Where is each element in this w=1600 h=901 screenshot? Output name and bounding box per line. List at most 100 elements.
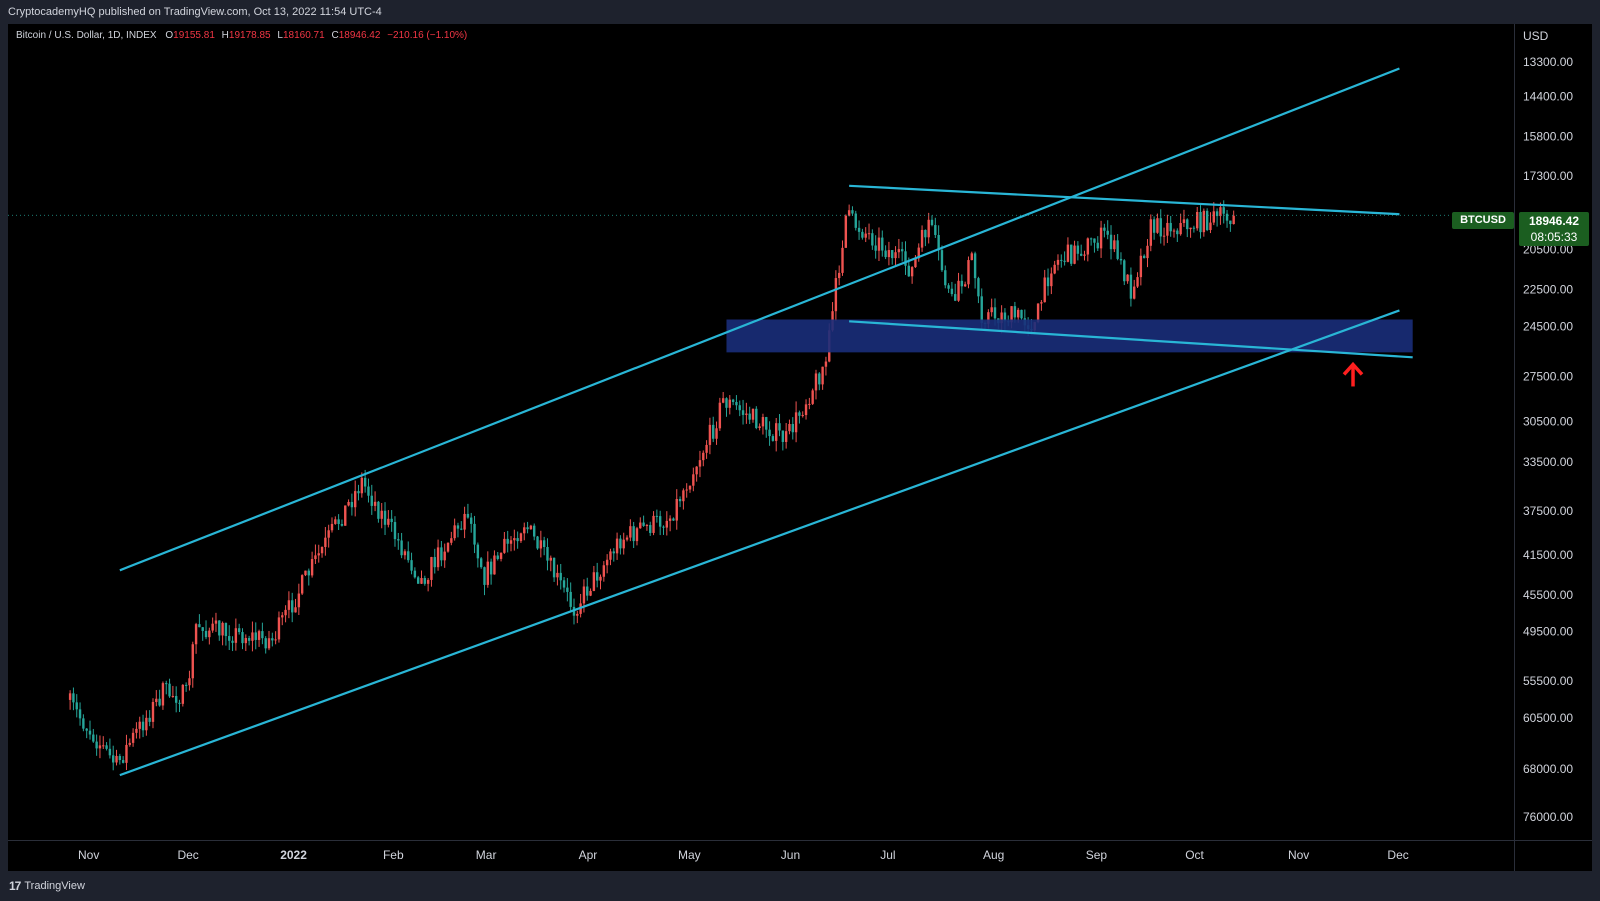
price-tick-label: 41500.00 — [1523, 548, 1573, 562]
candle — [281, 612, 284, 626]
candle — [201, 626, 204, 641]
candle — [546, 538, 549, 571]
high-label: H — [221, 30, 229, 41]
candle — [715, 421, 718, 445]
candle — [887, 241, 891, 266]
candle — [251, 621, 254, 652]
candle — [910, 266, 914, 284]
candle — [340, 519, 344, 527]
candle — [924, 229, 927, 247]
trend-line-range-bottom[interactable] — [849, 320, 1413, 359]
candle — [725, 397, 728, 417]
candle — [1232, 210, 1235, 225]
close-label: C — [331, 30, 339, 41]
candle — [861, 228, 864, 240]
price-tick-label: 24500.00 — [1523, 320, 1573, 334]
trend-line-channel-lower[interactable] — [119, 309, 1400, 777]
candle — [635, 526, 639, 546]
candle — [198, 614, 201, 628]
candle — [788, 419, 791, 435]
currency-label[interactable]: USD — [1523, 29, 1549, 43]
candle — [758, 423, 761, 431]
candle — [867, 223, 871, 240]
candle — [1176, 228, 1179, 242]
candle — [92, 728, 95, 743]
publisher-text: CryptocademyHQ published on TradingView.… — [8, 6, 382, 18]
candle — [158, 689, 161, 707]
candle — [357, 484, 360, 501]
candle — [874, 235, 877, 259]
candle — [579, 593, 582, 618]
price-tick-label: 76000.00 — [1523, 810, 1573, 824]
trend-line-channel-upper[interactable] — [119, 67, 1400, 572]
candle — [1099, 220, 1103, 258]
candle — [960, 274, 964, 294]
candle — [188, 670, 191, 691]
candle — [1172, 228, 1176, 238]
candle — [360, 472, 364, 498]
time-tick-label: Oct — [1185, 848, 1204, 862]
candle — [105, 742, 108, 751]
candle — [904, 241, 907, 275]
candle — [973, 251, 977, 289]
price-tick-label: 68000.00 — [1523, 762, 1573, 776]
candle — [629, 519, 632, 542]
candle — [1050, 267, 1053, 295]
candle — [231, 636, 234, 652]
price-tick-label: 27500.00 — [1523, 370, 1573, 384]
candle — [1079, 244, 1083, 257]
candle — [271, 632, 274, 647]
candle — [483, 566, 486, 596]
candle — [894, 246, 897, 267]
candle — [473, 515, 476, 554]
candle — [712, 416, 715, 443]
candle — [718, 397, 722, 431]
candle — [1146, 239, 1149, 268]
chart-area[interactable] — [8, 24, 1592, 871]
candle — [957, 272, 960, 302]
candle — [344, 505, 347, 526]
change-value: −210.16 (−1.10%) — [387, 30, 468, 41]
candle — [642, 515, 645, 527]
candle — [934, 217, 937, 239]
open-value: 19155.81 — [173, 30, 215, 41]
candle — [503, 532, 506, 554]
candle — [1086, 237, 1090, 262]
candle — [320, 546, 324, 558]
candle — [1156, 213, 1159, 234]
candle — [221, 621, 224, 646]
candle — [436, 539, 440, 571]
candle — [330, 517, 334, 533]
candle — [1205, 208, 1209, 232]
candle — [350, 493, 354, 516]
candle — [695, 466, 698, 482]
candle — [1046, 268, 1050, 296]
footer-bar: 17 TradingView — [0, 871, 1600, 901]
candle — [214, 612, 218, 632]
candle — [536, 535, 539, 550]
candle — [390, 510, 393, 532]
symbol-price-tag: BTCUSD — [1452, 212, 1514, 229]
symbol-label[interactable]: Bitcoin / U.S. Dollar, 1D, INDEX — [16, 30, 157, 41]
candle — [837, 265, 841, 286]
candle — [586, 577, 589, 601]
arrow-up-icon[interactable] — [1342, 361, 1364, 387]
candle — [970, 251, 973, 261]
candle — [595, 562, 599, 588]
candle — [1212, 202, 1215, 226]
candle — [589, 588, 592, 597]
candle — [778, 414, 781, 437]
candle — [950, 281, 954, 297]
price-tick-label: 55500.00 — [1523, 674, 1573, 688]
candle — [675, 489, 678, 530]
candle — [592, 565, 596, 592]
candle — [1060, 254, 1063, 268]
candle — [1152, 216, 1156, 240]
candle — [977, 276, 980, 304]
tradingview-logo[interactable]: 17 TradingView — [9, 879, 85, 893]
bar-countdown: 08:05:33 — [1530, 230, 1578, 244]
candle — [708, 417, 712, 455]
low-value: 18160.71 — [282, 30, 325, 41]
candle — [947, 283, 950, 293]
trend-line-range-top[interactable] — [849, 184, 1400, 216]
